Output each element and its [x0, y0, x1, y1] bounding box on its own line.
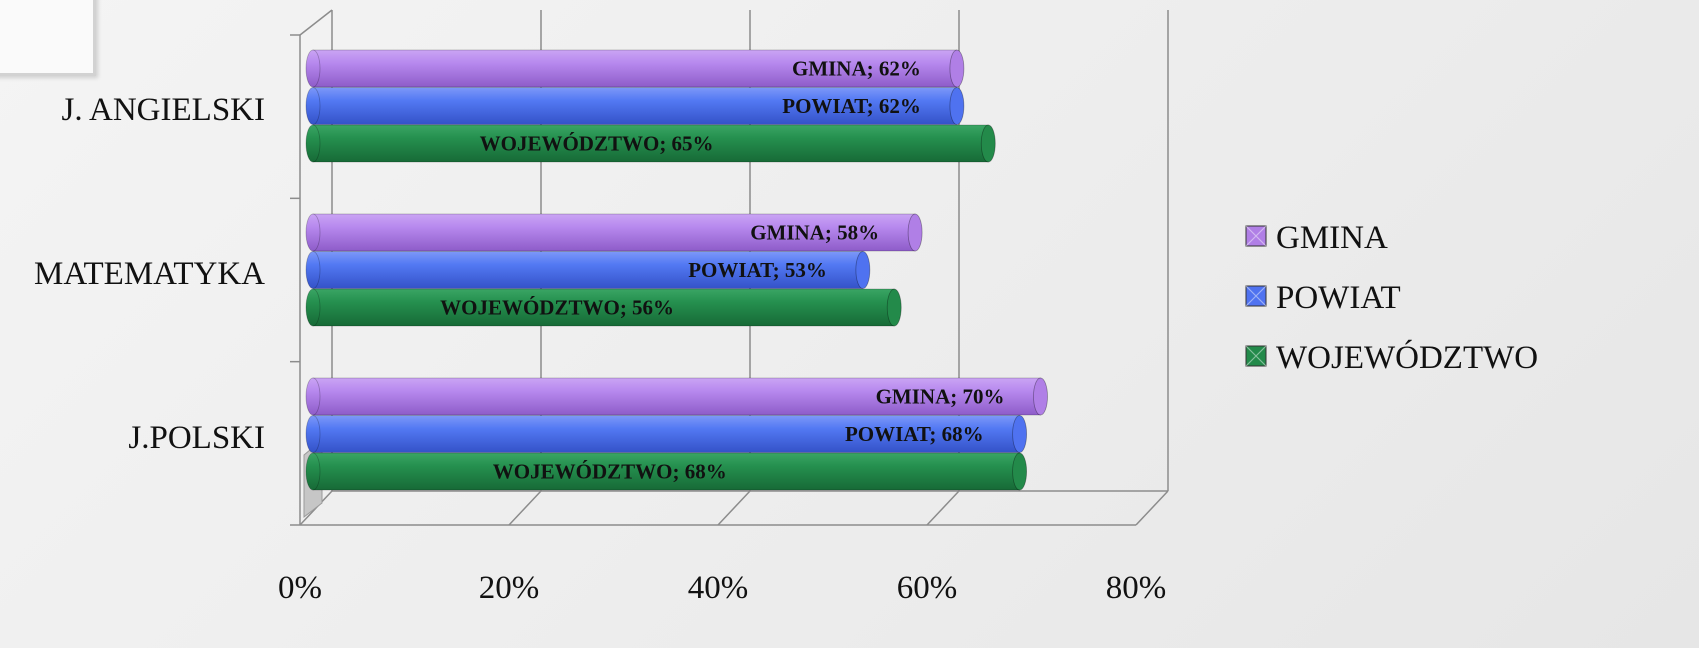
category-label: J.POLSKI	[128, 420, 265, 456]
legend-swatch-bevel	[1245, 285, 1267, 307]
x-tick-label: 80%	[1106, 570, 1167, 606]
labels: 0% 20% 40% 60% 80% J. ANGIELSKI GMINA; 62% POWI…	[34, 57, 1166, 607]
bar	[312, 49, 958, 88]
bars	[305, 49, 1048, 491]
bar	[312, 415, 1020, 453]
data-label: GMINA; 58%	[750, 221, 879, 245]
side-wall-top	[299, 9, 333, 36]
data-label: GMINA; 62%	[792, 57, 921, 81]
data-label: WOJEWÓDZTWO; 68%	[493, 460, 727, 484]
category-label: MATEMATYKA	[34, 256, 265, 292]
bar	[312, 377, 1041, 416]
legend-label: POWIAT	[1276, 280, 1401, 316]
bar	[312, 288, 895, 327]
bar	[312, 124, 989, 163]
legend-swatch	[1245, 225, 1267, 247]
bar-end-cap	[1033, 377, 1048, 416]
legend-label: WOJEWÓDZTWO	[1276, 338, 1538, 376]
bar-end-cap	[1012, 452, 1027, 491]
bar-left-cap	[305, 124, 321, 163]
bar-end-cap	[855, 251, 871, 289]
bar	[312, 452, 1020, 491]
floor-depth-line	[926, 490, 960, 526]
data-label: POWIAT; 68%	[845, 422, 984, 446]
legend-swatch	[1245, 345, 1267, 367]
legend-label: GMINA	[1276, 220, 1388, 256]
bar-end-cap	[1012, 415, 1027, 453]
bar-end-cap	[907, 213, 923, 252]
data-label: POWIAT; 53%	[688, 258, 827, 282]
floor-depth-line	[717, 490, 751, 526]
bar-left-cap	[305, 213, 321, 252]
legend-item: WOJEWÓDZTWO	[1245, 338, 1538, 376]
bar-left-cap	[305, 377, 321, 416]
bar-left-cap	[305, 251, 321, 289]
category-label: J. ANGIELSKI	[62, 92, 266, 128]
bar-end-cap	[949, 49, 965, 88]
bar-left-cap	[305, 49, 321, 88]
data-label: WOJEWÓDZTWO; 56%	[440, 296, 674, 320]
data-label: POWIAT; 62%	[782, 94, 921, 118]
bar-end-cap	[886, 288, 902, 327]
data-label: GMINA; 70%	[876, 385, 1005, 409]
bar	[312, 251, 864, 289]
x-tick-label: 60%	[897, 570, 958, 606]
legend-swatch	[1245, 285, 1267, 307]
bar	[312, 213, 916, 252]
bar-end-cap	[980, 124, 996, 163]
bar-end-cap	[949, 87, 965, 125]
legend-swatch-bevel	[1245, 225, 1267, 247]
bar-left-cap	[305, 415, 321, 453]
legend-swatch-bevel	[1245, 345, 1267, 367]
corner-decoration	[0, 0, 96, 76]
floor-depth-line	[508, 490, 542, 526]
data-label: WOJEWÓDZTWO; 65%	[480, 132, 714, 156]
x-tick-label: 20%	[479, 570, 540, 606]
x-tick-label: 0%	[278, 570, 322, 606]
legend-item: POWIAT	[1245, 280, 1401, 316]
x-tick-label: 40%	[688, 570, 749, 606]
legend: GMINA POWIAT WOJEWÓDZTWO	[1245, 220, 1538, 376]
bar-left-cap	[305, 87, 321, 125]
legend-item: GMINA	[1245, 220, 1388, 256]
bar-left-cap	[305, 452, 321, 491]
bar-left-cap	[305, 288, 321, 327]
floor-depth-line	[1135, 490, 1169, 526]
